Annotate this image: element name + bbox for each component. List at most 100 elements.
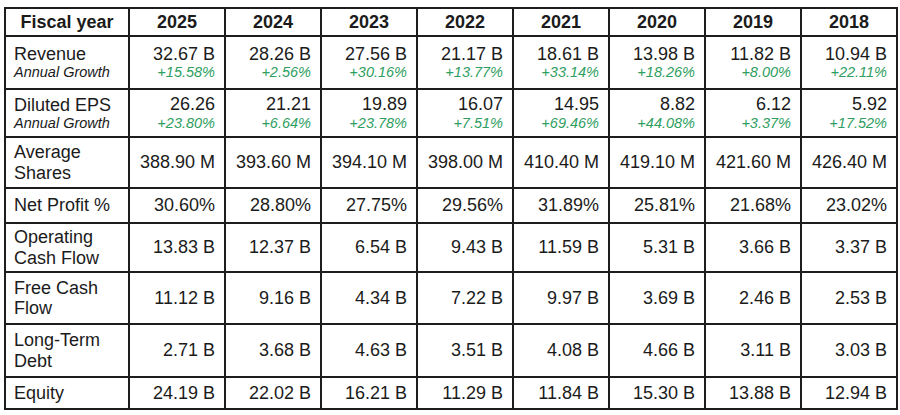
growth-value: +18.26% bbox=[612, 64, 695, 81]
cell-netprofit-2018: 23.02% bbox=[801, 188, 897, 223]
cell-value: 19.89 bbox=[324, 94, 407, 114]
cell-netprofit-2025: 30.60% bbox=[129, 188, 225, 223]
cell-ltd-2019: 3.11 B bbox=[705, 324, 801, 377]
header-year-2021: 2021 bbox=[513, 8, 609, 36]
row-label-free-cash-flow: Free Cash Flow bbox=[5, 272, 129, 324]
cell-value: 28.26 B bbox=[228, 44, 311, 64]
cell-fcf-2021: 9.97 B bbox=[513, 272, 609, 324]
growth-value: +13.77% bbox=[420, 64, 503, 81]
cell-ocf-2019: 3.66 B bbox=[705, 223, 801, 272]
row-label-average-shares: Average Shares bbox=[5, 137, 129, 188]
table-row-equity: Equity 24.19 B 22.02 B 16.21 B 11.29 B 1… bbox=[5, 377, 897, 409]
cell-fcf-2023: 4.34 B bbox=[321, 272, 417, 324]
cell-fcf-2024: 9.16 B bbox=[225, 272, 321, 324]
cell-netprofit-2021: 31.89% bbox=[513, 188, 609, 223]
growth-value: +33.14% bbox=[516, 64, 599, 81]
cell-shares-2021: 410.40 M bbox=[513, 137, 609, 188]
cell-eps-2022: 16.07+7.51% bbox=[417, 89, 513, 137]
cell-ocf-2025: 13.83 B bbox=[129, 223, 225, 272]
growth-value: +23.80% bbox=[132, 115, 215, 132]
growth-value: +6.64% bbox=[228, 115, 311, 132]
cell-shares-2022: 398.00 M bbox=[417, 137, 513, 188]
cell-shares-2023: 394.10 M bbox=[321, 137, 417, 188]
cell-revenue-2022: 21.17 B+13.77% bbox=[417, 36, 513, 89]
financial-summary-table: Fiscal year 2025 2024 2023 2022 2021 202… bbox=[4, 7, 898, 410]
cell-equity-2020: 15.30 B bbox=[609, 377, 705, 409]
growth-value: +17.52% bbox=[804, 115, 887, 132]
cell-value: 21.21 bbox=[228, 94, 311, 114]
growth-value: +44.08% bbox=[612, 115, 695, 132]
header-year-2022: 2022 bbox=[417, 8, 513, 36]
cell-fcf-2018: 2.53 B bbox=[801, 272, 897, 324]
cell-equity-2021: 11.84 B bbox=[513, 377, 609, 409]
cell-revenue-2021: 18.61 B+33.14% bbox=[513, 36, 609, 89]
table-row-revenue: Revenue Annual Growth 32.67 B+15.58% 28.… bbox=[5, 36, 897, 89]
row-label-operating-cash-flow: Operating Cash Flow bbox=[5, 223, 129, 272]
row-label-long-term-debt: Long-Term Debt bbox=[5, 324, 129, 377]
cell-equity-2023: 16.21 B bbox=[321, 377, 417, 409]
cell-value: 8.82 bbox=[612, 94, 695, 114]
cell-value: 26.26 bbox=[132, 94, 215, 114]
cell-ltd-2018: 3.03 B bbox=[801, 324, 897, 377]
cell-eps-2024: 21.21+6.64% bbox=[225, 89, 321, 137]
cell-eps-2019: 6.12+3.37% bbox=[705, 89, 801, 137]
cell-ocf-2023: 6.54 B bbox=[321, 223, 417, 272]
cell-value: 21.17 B bbox=[420, 44, 503, 64]
cell-fcf-2020: 3.69 B bbox=[609, 272, 705, 324]
header-year-2023: 2023 bbox=[321, 8, 417, 36]
cell-shares-2019: 421.60 M bbox=[705, 137, 801, 188]
cell-shares-2025: 388.90 M bbox=[129, 137, 225, 188]
cell-revenue-2024: 28.26 B+2.56% bbox=[225, 36, 321, 89]
cell-equity-2019: 13.88 B bbox=[705, 377, 801, 409]
table-row-free-cash-flow: Free Cash Flow 11.12 B 9.16 B 4.34 B 7.2… bbox=[5, 272, 897, 324]
cell-value: 14.95 bbox=[516, 94, 599, 114]
cell-netprofit-2020: 25.81% bbox=[609, 188, 705, 223]
cell-eps-2023: 19.89+23.78% bbox=[321, 89, 417, 137]
row-label-net-profit: Net Profit % bbox=[5, 188, 129, 223]
table-row-net-profit: Net Profit % 30.60% 28.80% 27.75% 29.56%… bbox=[5, 188, 897, 223]
row-label-text: Equity bbox=[14, 383, 124, 403]
growth-value: +69.46% bbox=[516, 115, 599, 132]
header-row: Fiscal year 2025 2024 2023 2022 2021 202… bbox=[5, 8, 897, 36]
cell-ocf-2020: 5.31 B bbox=[609, 223, 705, 272]
header-year-2020: 2020 bbox=[609, 8, 705, 36]
growth-value: +3.37% bbox=[708, 115, 791, 132]
cell-fcf-2022: 7.22 B bbox=[417, 272, 513, 324]
row-label-text: Revenue bbox=[14, 44, 124, 64]
growth-value: +30.16% bbox=[324, 64, 407, 81]
growth-value: +15.58% bbox=[132, 64, 215, 81]
cell-ocf-2022: 9.43 B bbox=[417, 223, 513, 272]
cell-value: 5.92 bbox=[804, 94, 887, 114]
cell-revenue-2019: 11.82 B+8.00% bbox=[705, 36, 801, 89]
cell-shares-2020: 419.10 M bbox=[609, 137, 705, 188]
row-label-revenue: Revenue Annual Growth bbox=[5, 36, 129, 89]
cell-value: 13.98 B bbox=[612, 44, 695, 64]
cell-netprofit-2023: 27.75% bbox=[321, 188, 417, 223]
growth-value: +22.11% bbox=[804, 64, 887, 81]
row-label-text: Long-Term Debt bbox=[14, 330, 124, 370]
row-label-equity: Equity bbox=[5, 377, 129, 409]
cell-fcf-2025: 11.12 B bbox=[129, 272, 225, 324]
growth-value: +2.56% bbox=[228, 64, 311, 81]
cell-value: 32.67 B bbox=[132, 44, 215, 64]
table-row-average-shares: Average Shares 388.90 M 393.60 M 394.10 … bbox=[5, 137, 897, 188]
row-label-text: Free Cash Flow bbox=[14, 278, 124, 318]
cell-value: 10.94 B bbox=[804, 44, 887, 64]
cell-value: 11.82 B bbox=[708, 44, 791, 64]
cell-revenue-2018: 10.94 B+22.11% bbox=[801, 36, 897, 89]
header-year-2025: 2025 bbox=[129, 8, 225, 36]
row-sublabel-text: Annual Growth bbox=[14, 64, 124, 81]
cell-shares-2018: 426.40 M bbox=[801, 137, 897, 188]
cell-revenue-2023: 27.56 B+30.16% bbox=[321, 36, 417, 89]
table-row-diluted-eps: Diluted EPS Annual Growth 26.26+23.80% 2… bbox=[5, 89, 897, 137]
cell-ltd-2023: 4.63 B bbox=[321, 324, 417, 377]
cell-shares-2024: 393.60 M bbox=[225, 137, 321, 188]
growth-value: +7.51% bbox=[420, 115, 503, 132]
cell-equity-2018: 12.94 B bbox=[801, 377, 897, 409]
cell-netprofit-2024: 28.80% bbox=[225, 188, 321, 223]
cell-ocf-2018: 3.37 B bbox=[801, 223, 897, 272]
row-label-diluted-eps: Diluted EPS Annual Growth bbox=[5, 89, 129, 137]
header-year-2018: 2018 bbox=[801, 8, 897, 36]
cell-eps-2025: 26.26+23.80% bbox=[129, 89, 225, 137]
cell-eps-2021: 14.95+69.46% bbox=[513, 89, 609, 137]
